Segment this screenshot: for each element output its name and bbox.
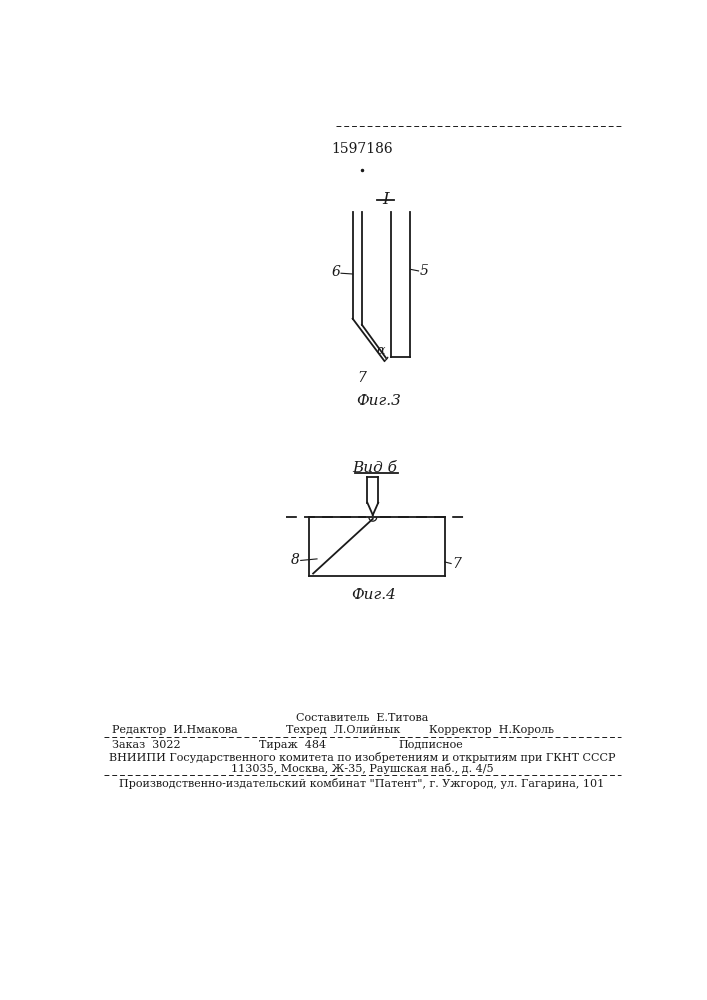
- Text: Заказ  3022: Заказ 3022: [112, 740, 180, 750]
- Text: Подписное: Подписное: [398, 740, 463, 750]
- Text: 5: 5: [420, 264, 429, 278]
- Text: α: α: [377, 344, 385, 358]
- Text: Техред  Л.Олийнык: Техред Л.Олийнык: [286, 725, 400, 735]
- Text: 1597186: 1597186: [331, 142, 393, 156]
- Text: Фиг.4: Фиг.4: [351, 588, 396, 602]
- Text: 113035, Москва, Ж-35, Раушская наб., д. 4/5: 113035, Москва, Ж-35, Раушская наб., д. …: [230, 763, 493, 774]
- Text: Тираж  484: Тираж 484: [259, 740, 326, 750]
- Text: Производственно-издательский комбинат "Патент", г. Ужгород, ул. Гагарина, 101: Производственно-издательский комбинат "П…: [119, 778, 604, 789]
- Text: 6: 6: [332, 265, 340, 279]
- Text: 7: 7: [452, 557, 462, 571]
- Text: I: I: [382, 191, 389, 208]
- Text: Корректор  Н.Король: Корректор Н.Король: [429, 725, 554, 735]
- Text: Вид б: Вид б: [353, 461, 397, 475]
- Text: Редактор  И.Нмакова: Редактор И.Нмакова: [112, 725, 238, 735]
- Text: 7: 7: [357, 371, 366, 385]
- Text: 8: 8: [291, 553, 299, 567]
- Text: Фиг.3: Фиг.3: [356, 394, 402, 408]
- Text: ВНИИПИ Государственного комитета по изобретениям и открытиям при ГКНТ СССР: ВНИИПИ Государственного комитета по изоб…: [109, 752, 615, 763]
- Text: Составитель  Е.Титова: Составитель Е.Титова: [296, 713, 428, 723]
